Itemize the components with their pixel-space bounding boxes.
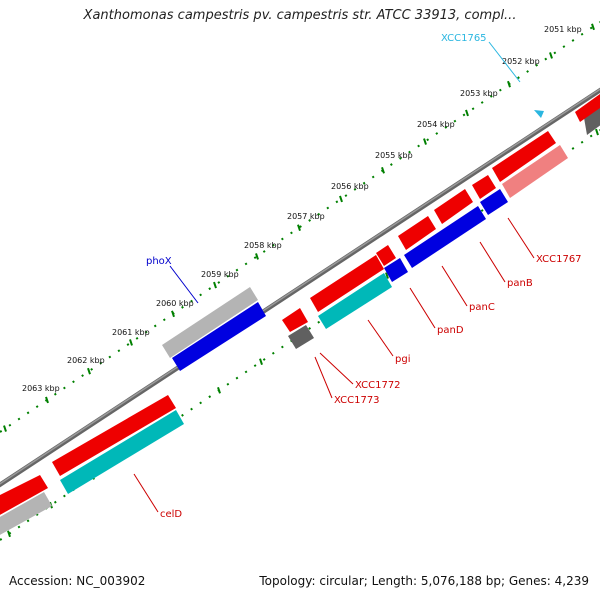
gene-xcc1772-forward[interactable] <box>282 308 308 332</box>
major-tick <box>465 109 469 117</box>
gene-left-reverse-gray[interactable] <box>0 492 52 536</box>
kbp-label: 2054 kbp <box>417 120 455 129</box>
major-tick <box>129 339 133 346</box>
gene-label-celd[interactable]: celD <box>160 509 182 520</box>
gene-pgi-forward-a[interactable] <box>376 245 396 266</box>
gene-xcc1773-reverse-gray[interactable] <box>288 325 314 349</box>
xcc1765-marker-icon[interactable] <box>534 110 544 118</box>
kbp-label: 2057 kbp <box>287 212 325 221</box>
gene-label-phox[interactable]: phoX <box>146 256 172 267</box>
map-title: Xanthomonas campestris pv. campestris st… <box>83 8 517 23</box>
gene-label-pgi[interactable]: pgi <box>395 354 410 365</box>
gene-forward-red-edge[interactable] <box>575 94 600 122</box>
tick-track-outer <box>0 21 600 433</box>
gene-label-xcc1767[interactable]: XCC1767 <box>536 254 582 265</box>
gene-panb-reverse-blue[interactable] <box>480 189 508 215</box>
gene-celd-reverse-cyan[interactable] <box>60 410 184 494</box>
kbp-label: 2051 kbp <box>544 25 582 34</box>
kbp-label: 2063 kbp <box>22 384 60 393</box>
major-tick <box>297 224 301 231</box>
major-tick <box>213 281 217 289</box>
gene-pgi-reverse-blue[interactable] <box>384 258 408 282</box>
major-tick <box>591 23 595 31</box>
major-tick <box>385 272 389 279</box>
kbp-label: 2062 kbp <box>67 356 105 365</box>
kbp-label: 2061 kbp <box>112 328 150 337</box>
gene-phox-forward-gray[interactable] <box>162 287 258 358</box>
major-tick <box>549 52 553 59</box>
gene-panb-forward[interactable] <box>472 175 496 199</box>
kbp-label: 2052 kbp <box>502 57 540 66</box>
gene-label-pand[interactable]: panD <box>437 325 464 336</box>
kbp-label: 2056 kbp <box>331 182 369 191</box>
major-tick <box>45 396 49 404</box>
major-tick <box>87 367 91 375</box>
major-tick <box>7 530 11 538</box>
gene-left-forward[interactable] <box>0 475 48 516</box>
gene-label-panc[interactable]: panC <box>469 302 495 313</box>
major-tick <box>339 195 343 203</box>
gene-phox-reverse-blue[interactable] <box>172 302 266 371</box>
gene-label-xcc1773[interactable]: XCC1773 <box>334 395 380 406</box>
gene-xcc1767-reverse-pink[interactable] <box>502 145 568 198</box>
kbp-label: 2053 kbp <box>460 89 498 98</box>
gene-labels[interactable]: XCC1765 phoX XCC1767 panB panC panD pgi … <box>146 33 582 520</box>
major-ticks-outer <box>3 23 595 432</box>
gene-panc-forward[interactable] <box>434 189 473 224</box>
gene-celd-forward[interactable] <box>52 395 176 476</box>
kbp-label: 2060 kbp <box>156 299 194 308</box>
reverse-genes[interactable] <box>0 145 568 536</box>
gene-pgi-forward-b[interactable] <box>310 255 384 312</box>
kbp-label: 2055 kbp <box>375 151 413 160</box>
major-tick <box>171 310 175 318</box>
gene-pgi-reverse-cyan[interactable] <box>318 273 392 329</box>
gene-pand-reverse-blue[interactable] <box>404 206 486 268</box>
gene-label-xcc1772[interactable]: XCC1772 <box>355 380 401 391</box>
kbp-label: 2058 kbp <box>244 241 282 250</box>
gene-xcc1767-forward[interactable] <box>492 131 556 182</box>
major-tick <box>381 166 385 174</box>
backbone <box>0 87 600 488</box>
major-tick <box>423 138 427 145</box>
accession-text: Accession: NC_003902 <box>9 574 146 588</box>
gene-label-panb[interactable]: panB <box>507 278 533 289</box>
scale-labels: 2051 kbp 2052 kbp 2053 kbp 2054 kbp 2055… <box>22 25 582 393</box>
genome-summary-text: Topology: circular; Length: 5,076,188 bp… <box>259 574 589 588</box>
kbp-label: 2059 kbp <box>201 270 239 279</box>
gene-label-xcc1765[interactable]: XCC1765 <box>441 33 487 44</box>
forward-genes[interactable] <box>0 94 600 516</box>
major-tick <box>255 253 259 260</box>
major-tick <box>3 425 7 432</box>
major-tick <box>259 358 263 365</box>
major-tick <box>507 80 511 88</box>
gene-pand-forward[interactable] <box>398 216 436 250</box>
major-tick <box>595 128 599 136</box>
label-leaders <box>133 41 535 513</box>
major-tick <box>217 387 221 394</box>
